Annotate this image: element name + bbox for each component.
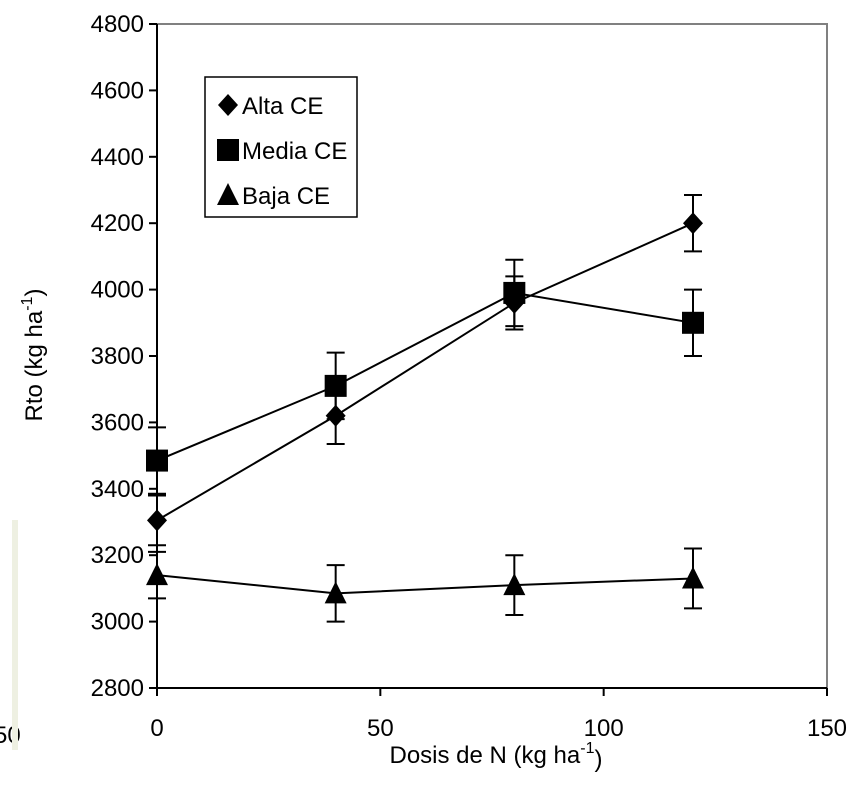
square-marker (324, 374, 347, 397)
y-tick-label: 3600 (91, 409, 144, 436)
y-tick-label: 2800 (91, 675, 144, 702)
square-marker (146, 449, 168, 472)
square-marker (682, 311, 704, 334)
x-tick-label: 50 (367, 715, 394, 742)
triangle-marker (217, 183, 239, 205)
y-tick-label: 3200 (91, 542, 144, 569)
y-tick-label: 4000 (91, 277, 144, 304)
plot-area (146, 193, 704, 623)
triangle-marker (146, 563, 168, 586)
y-axis-title-main: Rto (kg ha (21, 310, 48, 421)
x-tick-label: 100 (584, 715, 624, 742)
series-line (156, 222, 694, 522)
y-tick-label: 3000 (91, 609, 144, 636)
y-tick-label: 4200 (91, 210, 144, 237)
axes: 2800 3000 3200 3400 3600 3800 4000 4200 4400 4600… (91, 11, 847, 742)
series-line (156, 291, 694, 462)
y-axis-title-end: ) (21, 289, 48, 297)
diamond-marker (147, 509, 167, 532)
x-tick-label: 150 (807, 715, 847, 742)
diamond-marker (683, 212, 703, 235)
triangle-marker (503, 573, 526, 596)
y-axis-title: Rto (kg ha-1) (19, 289, 48, 422)
diamond-marker (218, 94, 238, 116)
y-tick-label: 3400 (91, 476, 144, 503)
legend: Alta CE Media CE Baja CE (204, 76, 358, 218)
legend-label: Media CE (242, 138, 347, 165)
y-tick-label: 4400 (91, 144, 144, 171)
stray-edge-strip (12, 520, 18, 750)
x-axis-title-superscript: -1 (580, 740, 594, 757)
y-tick-label: 4600 (91, 77, 144, 104)
x-tick-label: 0 (150, 715, 163, 742)
x-axis-title-main: Dosis de N (kg ha (390, 742, 581, 769)
x-axis-title-end: ) (594, 746, 602, 773)
square-marker (217, 139, 239, 161)
legend-label: Alta CE (242, 93, 323, 120)
series-line (156, 574, 694, 595)
y-tick-label: 3800 (91, 343, 144, 370)
x-axis-title: Dosis de N (kg ha-1) (390, 740, 603, 773)
y-axis-title-superscript: -1 (19, 296, 36, 310)
triangle-marker (324, 581, 347, 604)
legend-label: Baja CE (242, 183, 330, 210)
triangle-marker (682, 566, 704, 589)
y-tick-label: 4800 (91, 11, 144, 38)
square-marker (503, 281, 526, 304)
